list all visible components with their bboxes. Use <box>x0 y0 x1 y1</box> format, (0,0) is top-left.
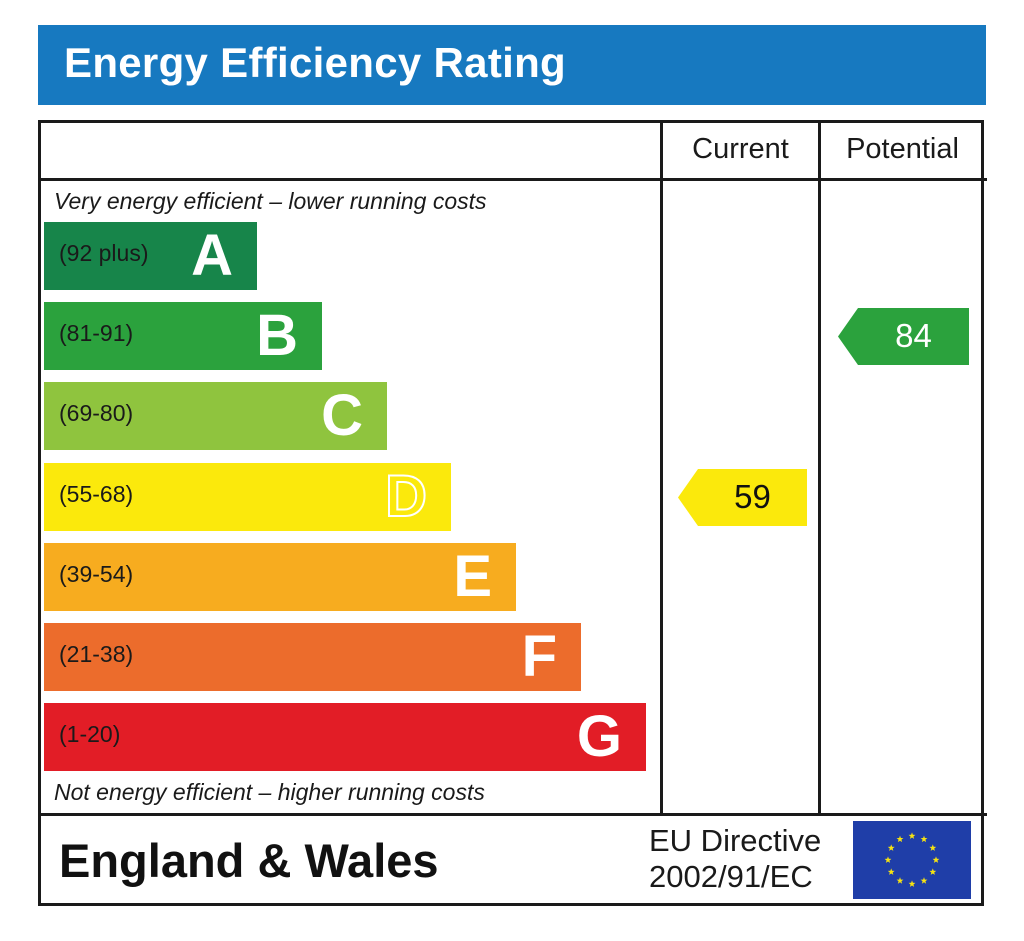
eu-star <box>887 868 895 875</box>
band-letter: G <box>576 704 622 769</box>
eu-star <box>896 835 904 843</box>
divider-current <box>660 123 663 813</box>
eu-star <box>887 844 895 851</box>
title-bar: Energy Efficiency Rating <box>38 25 986 105</box>
potential-rating-arrow-shape <box>838 308 969 365</box>
band-letter: D <box>384 464 428 529</box>
column-header-current: Current <box>692 133 789 165</box>
eu-star <box>929 868 937 875</box>
potential-rating-arrow-value: 84 <box>895 317 932 354</box>
eu-star <box>920 835 928 843</box>
current-rating-arrow-value: 59 <box>734 478 771 515</box>
band-range-label: (69-80) <box>59 400 134 426</box>
directive-line-2: 2002/91/EC <box>649 859 813 894</box>
rating-band-c: (69-80) C <box>44 382 387 450</box>
band-range-label: (39-54) <box>59 561 134 587</box>
band-letter: B <box>256 303 298 368</box>
current-rating-arrow-shape <box>678 469 807 526</box>
footer-country: England & Wales <box>59 834 439 887</box>
rating-band-e: (39-54) E <box>44 543 516 611</box>
rating-band-b: (81-91) B <box>44 302 322 370</box>
eu-star <box>908 832 916 839</box>
band-letter: A <box>191 223 233 288</box>
note-inefficient: Not energy efficient – higher running co… <box>54 779 485 805</box>
eu-star <box>920 877 928 884</box>
band-range-label: (21-38) <box>59 641 134 667</box>
eu-star <box>929 844 937 851</box>
rating-band-g: (1-20) G <box>44 703 646 771</box>
current-rating-arrow-polygon <box>678 469 807 526</box>
page-title: Energy Efficiency Rating <box>64 39 566 86</box>
band-range-label: (1-20) <box>59 721 121 747</box>
eu-star <box>908 880 916 887</box>
band-range-label: (92 plus) <box>59 240 149 266</box>
rating-chart: Current Potential Very energy efficient … <box>38 120 987 906</box>
footer-rule <box>41 813 987 816</box>
rating-band-a: (92 plus) A <box>44 222 257 290</box>
directive-line-1: EU Directive <box>649 823 822 858</box>
eu-star <box>884 856 892 863</box>
rating-band-f: (21-38) F <box>44 623 581 691</box>
footer-directive: EU Directive 2002/91/EC <box>649 823 821 895</box>
potential-rating-arrow: 84 <box>838 308 969 365</box>
band-letter: C <box>321 383 363 448</box>
column-header-potential: Potential <box>846 133 959 165</box>
band-range-label: (55-68) <box>59 481 134 507</box>
header-rule <box>41 178 987 181</box>
rating-band-d: (55-68) D <box>44 463 451 531</box>
current-rating-arrow: 59 <box>678 469 807 526</box>
eu-star <box>932 856 940 863</box>
band-range-label: (81-91) <box>59 320 134 346</box>
band-letter: E <box>453 544 492 609</box>
divider-potential <box>818 123 821 813</box>
eu-flag-icon <box>853 821 971 899</box>
band-letter: F <box>521 624 557 689</box>
potential-rating-arrow-polygon <box>838 308 969 365</box>
eu-star <box>896 877 904 884</box>
note-efficient: Very energy efficient – lower running co… <box>54 188 487 214</box>
